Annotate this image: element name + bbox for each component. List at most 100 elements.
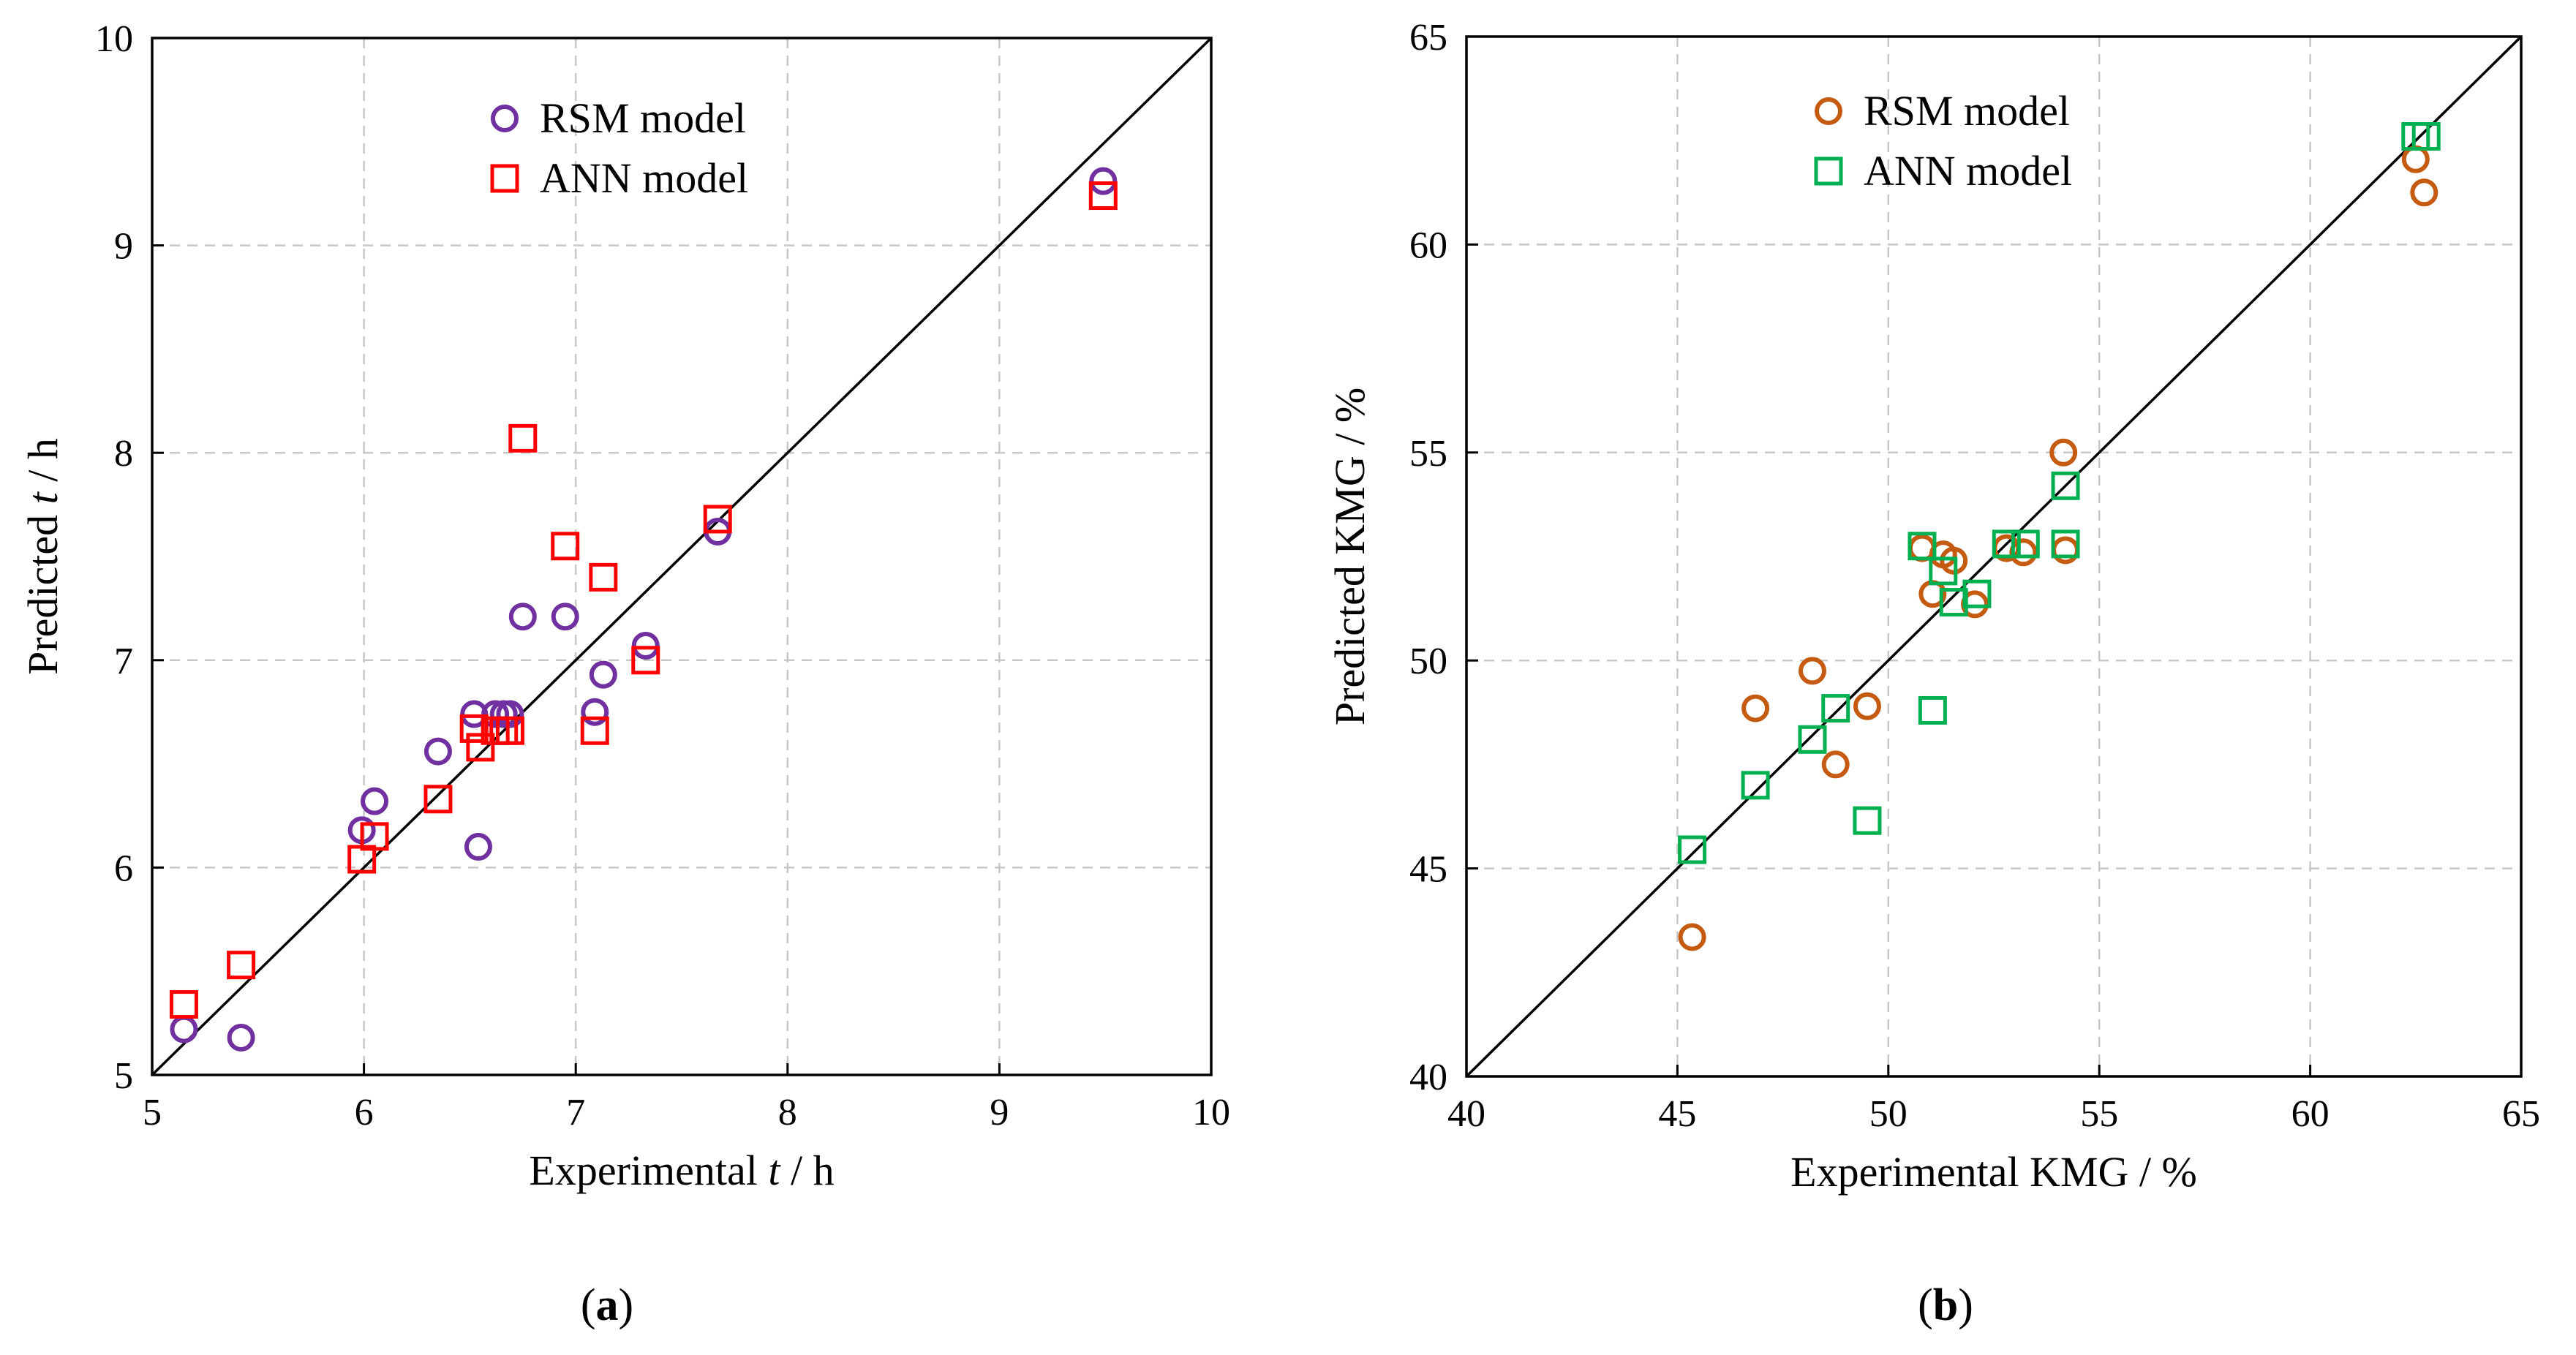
x-axis-title: Experimental KMG / %: [1790, 1148, 2197, 1196]
x-tick-label: 65: [2502, 1093, 2540, 1135]
data-point-rsm-model: [2052, 536, 2080, 565]
panel-caption: (a): [581, 1280, 633, 1330]
axis-title-text: Predicted: [19, 504, 67, 675]
data-point-rsm-model: [581, 698, 609, 726]
y-tick-label: 55: [1409, 433, 1447, 475]
panel-caption: (b): [1918, 1280, 1973, 1330]
data-point-ann-model: [703, 505, 732, 534]
data-point-ann-model: [2051, 471, 2080, 500]
y-tick-label: 45: [1409, 849, 1447, 891]
legend-label: ANN model: [540, 154, 748, 202]
data-point-rsm-model: [551, 603, 579, 631]
y-tick-label: 65: [1409, 17, 1447, 58]
data-point-ann-model: [466, 733, 495, 762]
data-point-ann-model: [360, 822, 389, 851]
x-tick-label: 10: [1192, 1092, 1230, 1133]
axis-title-text: Predicted KMG / %: [1326, 388, 1374, 725]
data-point-ann-model: [1741, 771, 1770, 800]
data-point-rsm-model: [1089, 167, 1118, 195]
data-point-ann-model: [2401, 122, 2430, 151]
data-point-rsm-model: [1798, 657, 1826, 685]
y-tick-label: 8: [114, 433, 133, 475]
y-tick-label: 5: [114, 1055, 133, 1097]
x-tick-label: 7: [566, 1092, 585, 1133]
data-point-ann-model: [495, 716, 524, 745]
data-point-rsm-model: [2401, 145, 2430, 173]
legend-marker: [1814, 156, 1843, 186]
y-tick-label: 7: [114, 641, 133, 682]
data-point-rsm-model: [481, 700, 510, 728]
caption-paren: (: [581, 1280, 596, 1330]
x-tick-label: 50: [1869, 1093, 1907, 1135]
y-tick-label: 40: [1409, 1057, 1447, 1098]
x-tick-label: 45: [1658, 1093, 1696, 1135]
data-point-rsm-model: [589, 660, 617, 689]
data-point-rsm-model: [423, 737, 452, 766]
legend-marker: [1815, 97, 1842, 125]
caption-paren: (: [1918, 1280, 1933, 1330]
caption-paren: ): [619, 1280, 634, 1330]
data-point-ann-model: [227, 951, 256, 980]
y-tick-label: 10: [95, 18, 133, 60]
plot-frame: [151, 37, 1213, 1076]
data-point-ann-model: [2011, 529, 2040, 559]
data-point-ann-model: [2411, 122, 2441, 151]
caption-letter: b: [1933, 1280, 1958, 1330]
data-point-rsm-model: [460, 700, 489, 728]
y-tick-label: 50: [1409, 641, 1447, 682]
axis-title-variable: t: [768, 1147, 781, 1194]
data-point-rsm-model: [496, 700, 524, 728]
data-point-rsm-model: [2049, 438, 2078, 467]
axis-title-unit: / h: [780, 1147, 834, 1194]
plot-frame: [1465, 35, 2523, 1078]
legend-marker: [490, 164, 519, 193]
legend-label: RSM model: [1864, 87, 2070, 135]
data-point-ann-model: [631, 646, 660, 675]
axis-title-unit: / h: [19, 438, 67, 492]
data-point-ann-model: [508, 423, 538, 453]
caption-paren: ): [1958, 1280, 1973, 1330]
data-point-ann-model: [1821, 694, 1850, 723]
data-point-ann-model: [1929, 556, 1958, 586]
data-point-ann-model: [1918, 695, 1947, 725]
x-tick-label: 6: [355, 1092, 374, 1133]
data-point-rsm-model: [1741, 694, 1770, 722]
x-tick-label: 60: [2291, 1093, 2330, 1135]
axis-title-variable: t: [19, 491, 67, 504]
axis-title-text: Experimental: [529, 1147, 768, 1194]
data-point-ann-model: [589, 562, 618, 592]
data-point-rsm-model: [631, 631, 660, 660]
x-tick-label: 55: [2080, 1093, 2118, 1135]
data-point-ann-model: [1678, 835, 1707, 864]
reference-line: [151, 37, 1213, 1076]
data-point-ann-model: [423, 785, 453, 814]
data-point-ann-model: [1992, 529, 2021, 559]
data-point-ann-model: [551, 532, 580, 561]
y-axis-title: Predicted t / h: [19, 438, 67, 675]
x-tick-label: 40: [1447, 1093, 1485, 1135]
data-point-ann-model: [1088, 181, 1118, 211]
data-point-ann-model: [580, 716, 609, 745]
data-point-rsm-model: [227, 1023, 255, 1052]
data-point-ann-model: [1798, 725, 1827, 754]
legend-label: ANN model: [1864, 147, 2072, 195]
data-point-rsm-model: [1853, 692, 1881, 720]
data-point-rsm-model: [464, 833, 492, 861]
x-tick-label: 5: [143, 1092, 162, 1133]
data-point-ann-model: [1962, 579, 1992, 608]
data-point-rsm-model: [361, 787, 389, 815]
y-tick-label: 6: [114, 848, 133, 889]
axis-title-text: Experimental KMG / %: [1790, 1148, 2197, 1196]
data-point-rsm-model: [1940, 546, 1968, 575]
data-point-rsm-model: [508, 603, 537, 631]
data-point-ann-model: [169, 990, 198, 1019]
data-point-rsm-model: [2410, 178, 2438, 207]
x-tick-label: 9: [990, 1092, 1009, 1133]
x-tick-label: 8: [778, 1092, 797, 1133]
y-tick-label: 60: [1409, 224, 1447, 266]
chart-panel-b: 40 45 50 55 60 65 40 45 50 55 60 65 Experimental KMG…: [1326, 17, 2540, 1330]
x-axis-title: Experimental t / h: [529, 1147, 834, 1194]
data-point-rsm-model: [170, 1015, 198, 1043]
legend-label: RSM model: [540, 94, 746, 142]
